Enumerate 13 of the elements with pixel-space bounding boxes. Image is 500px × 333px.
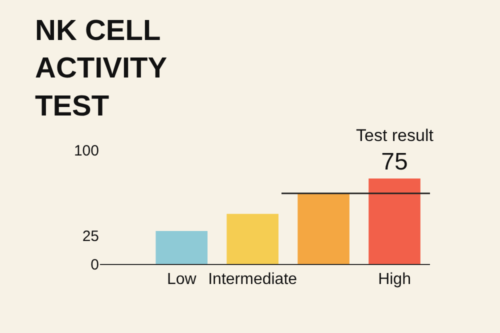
bar [226,214,278,264]
y-tick-label: 0 [90,256,99,274]
annotation: Test result [356,126,434,145]
x-tick-label: Intermediate [208,271,298,288]
bar [298,193,350,264]
x-tick-label: High [378,271,411,288]
data-label: 75 [381,148,408,176]
x-tick-label: Low [166,271,197,288]
y-tick-label: 100 [74,142,99,160]
y-tick-label: 25 [82,228,99,245]
chart-title: NK CELL ACTIVITY TEST [35,14,168,122]
bar [156,230,208,264]
bar [368,178,420,264]
